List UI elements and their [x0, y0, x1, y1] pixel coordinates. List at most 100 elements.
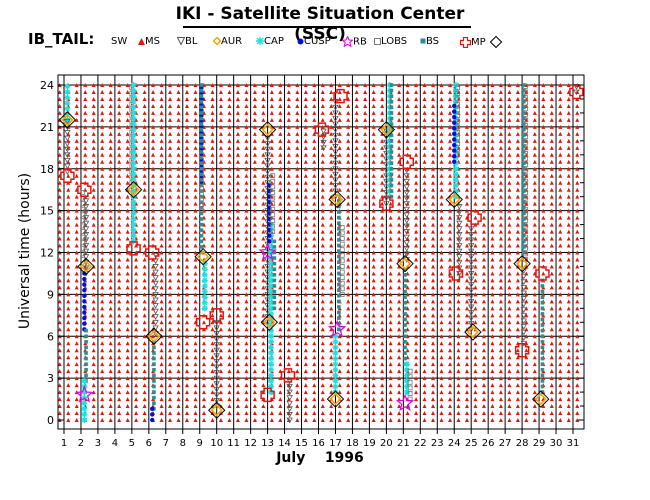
sw-marker — [541, 124, 546, 129]
sw-marker — [176, 166, 181, 171]
sw-marker — [346, 173, 351, 178]
sw-marker — [218, 376, 223, 381]
sw-marker — [575, 208, 580, 213]
sw-marker — [507, 418, 512, 422]
sw-marker — [524, 264, 529, 269]
bs-point — [389, 122, 394, 126]
sw-marker — [125, 173, 130, 178]
sw-marker — [490, 83, 495, 87]
sw-marker — [142, 341, 147, 346]
sw-marker — [286, 159, 291, 164]
sw-marker — [108, 418, 113, 422]
sw-column — [235, 83, 240, 422]
sw-marker — [558, 236, 563, 241]
sw-marker — [185, 124, 190, 129]
aur-point — [201, 299, 208, 306]
sw-marker — [575, 411, 580, 416]
sw-marker — [439, 327, 444, 332]
sw-marker — [235, 166, 240, 171]
sw-marker — [142, 411, 147, 416]
sw-marker — [439, 250, 444, 255]
sw-marker — [507, 138, 512, 143]
sw-marker — [125, 320, 130, 325]
sw-marker — [337, 341, 342, 346]
sw-marker — [524, 285, 529, 290]
cap-point — [150, 406, 155, 412]
bs-point — [199, 144, 204, 149]
sw-marker — [134, 404, 139, 409]
y-tick-label: 0 — [47, 414, 54, 427]
sw-marker — [312, 243, 317, 248]
sw-marker — [549, 306, 554, 311]
sw-marker — [422, 236, 427, 241]
sw-marker — [481, 299, 486, 304]
sw-marker — [447, 89, 452, 94]
sw-marker — [371, 208, 376, 213]
sw-marker — [125, 292, 130, 297]
sw-marker — [473, 229, 478, 234]
aur-point — [267, 372, 274, 379]
bs-point — [540, 328, 545, 333]
sw-marker — [312, 313, 317, 318]
sw-marker — [117, 257, 122, 262]
sw-marker — [193, 264, 198, 269]
sw-marker — [303, 124, 308, 129]
sw-marker — [286, 306, 291, 311]
sw-marker — [278, 264, 283, 269]
sw-marker — [117, 83, 122, 87]
sw-marker — [515, 390, 520, 395]
sw-marker — [218, 89, 223, 94]
sw-marker — [414, 103, 419, 108]
sw-marker — [244, 376, 249, 381]
sw-marker — [117, 285, 122, 290]
sw-marker — [91, 110, 96, 115]
sw-marker — [168, 383, 173, 388]
sw-marker — [185, 194, 190, 199]
bs-point — [389, 144, 394, 149]
sw-marker — [193, 215, 198, 220]
sw-marker — [575, 222, 580, 227]
bl-point — [468, 304, 475, 311]
sw-marker — [278, 208, 283, 213]
sw-marker — [74, 355, 79, 360]
sw-marker — [303, 411, 308, 416]
sw-marker — [371, 278, 376, 283]
sw-marker — [388, 271, 393, 276]
sw-marker — [210, 362, 215, 367]
sw-marker — [252, 180, 257, 185]
bl-point — [520, 273, 527, 280]
sw-marker — [464, 222, 469, 227]
sw-marker — [91, 285, 96, 290]
sw-marker — [549, 208, 554, 213]
sw-marker — [100, 397, 105, 402]
sw-marker — [142, 124, 147, 129]
sw-marker — [261, 418, 266, 422]
sw-marker — [439, 159, 444, 164]
sw-marker — [422, 83, 427, 87]
sw-marker — [439, 390, 444, 395]
sw-marker — [414, 285, 419, 290]
sw-marker — [397, 404, 402, 409]
sw-marker — [464, 83, 469, 87]
sw-marker — [125, 145, 130, 150]
sw-marker — [252, 278, 257, 283]
sw-marker — [439, 166, 444, 171]
sw-marker — [337, 117, 342, 122]
sw-marker — [507, 187, 512, 192]
sw-marker — [532, 187, 537, 192]
sw-marker — [185, 390, 190, 395]
sw-marker — [498, 180, 503, 185]
sw-marker — [380, 320, 385, 325]
sw-marker — [142, 299, 147, 304]
sw-marker — [371, 173, 376, 178]
sw-marker — [473, 180, 478, 185]
sw-marker — [532, 348, 537, 353]
sw-marker — [549, 222, 554, 227]
sw-marker — [515, 131, 520, 136]
aur-point — [81, 417, 88, 423]
boundary-markers-layer — [58, 84, 584, 419]
sw-marker — [558, 362, 563, 367]
sw-marker — [575, 292, 580, 297]
sw-marker — [244, 152, 249, 157]
bs-point — [389, 166, 394, 171]
